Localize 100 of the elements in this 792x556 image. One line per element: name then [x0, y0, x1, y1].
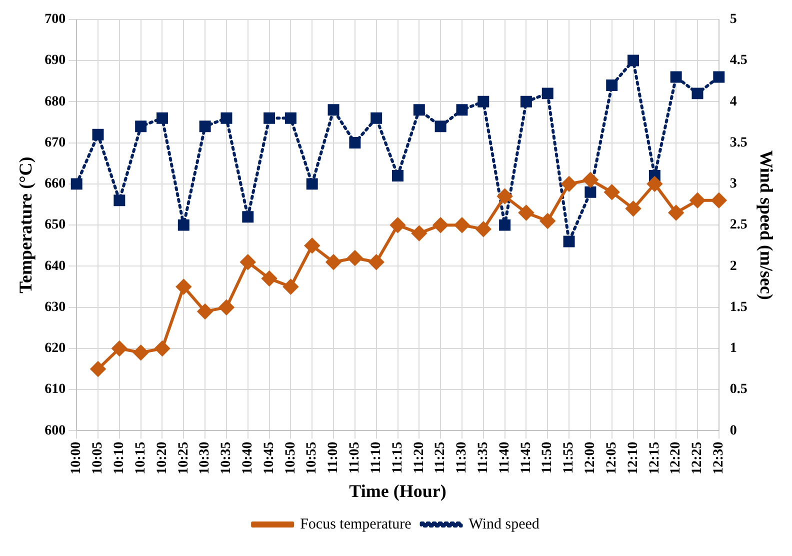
y-tick-label: 690 [44, 53, 66, 68]
y2-tick-label: 1.5 [730, 300, 748, 315]
point [240, 254, 256, 270]
y2-tick-label: 2 [730, 258, 737, 274]
y-tick-label: 640 [44, 258, 66, 274]
y2-tick-label: 4.5 [730, 53, 748, 68]
x-tick-label: 11:15 [390, 442, 406, 474]
x-tick-label: 12:10 [626, 442, 641, 474]
point [262, 271, 277, 286]
x-tick-label: 10:35 [219, 442, 234, 474]
point [326, 254, 342, 270]
x-tick-label: 11:50 [540, 442, 556, 474]
x-tick-label: 11:00 [326, 442, 342, 474]
y-tick-label: 630 [44, 300, 66, 315]
x-tick-label: 11:35 [476, 442, 491, 474]
point [264, 112, 276, 124]
point [497, 188, 512, 204]
point [368, 254, 384, 270]
x-tick-label: 11:45 [518, 442, 534, 474]
point [242, 211, 254, 223]
point [690, 192, 705, 208]
point [713, 71, 725, 83]
y2-tick-label: 5 [730, 12, 737, 28]
y2-axis-title: Wind speed (m/sec) [756, 150, 777, 300]
x-tick-label: 12:05 [604, 442, 620, 474]
x-tick-label: 11:40 [497, 442, 512, 474]
point [199, 120, 211, 132]
point [328, 104, 340, 116]
x-tick-label: 10:55 [304, 442, 320, 474]
point [626, 201, 641, 216]
point [156, 112, 168, 124]
point [220, 112, 232, 124]
x-tick-label: 12:15 [647, 442, 662, 474]
y-tick-label: 620 [44, 341, 66, 356]
point [582, 172, 598, 188]
point [478, 96, 490, 108]
point [306, 178, 318, 190]
point [349, 137, 361, 149]
point [413, 104, 425, 116]
x-axis-title: Time (Hour) [349, 480, 446, 501]
point [283, 279, 298, 294]
point [92, 128, 104, 140]
x-tick-label: 12:00 [583, 442, 598, 474]
x-tick-label: 10:20 [154, 442, 170, 474]
y2-tick-label: 2.5 [730, 218, 748, 233]
x-tick-label: 11:10 [368, 442, 384, 474]
point [499, 219, 511, 231]
y-tick-label: 680 [44, 94, 66, 110]
x-tick-label: 11:05 [348, 442, 363, 474]
x-tick-label: 10:30 [198, 442, 213, 474]
y-tick-label: 650 [44, 218, 66, 233]
point [562, 176, 577, 192]
x-tick-label: 11:20 [412, 442, 427, 474]
y-tick-label: 610 [44, 382, 66, 398]
point [392, 170, 404, 182]
point [135, 120, 147, 132]
x-tick-label: 10:40 [240, 442, 256, 474]
x-tick-label: 12:20 [668, 442, 684, 474]
point [133, 345, 148, 360]
legend-label: Wind speed [468, 516, 540, 532]
x-tick-label: 10:50 [283, 442, 298, 474]
x-tick-label: 10:10 [112, 442, 128, 474]
point [347, 250, 362, 266]
x-tick-label: 10:15 [133, 442, 148, 474]
y2-tick-label: 1 [730, 341, 737, 356]
point [178, 219, 190, 231]
point [433, 218, 448, 233]
y-tick-label: 660 [44, 176, 66, 192]
point [563, 236, 575, 248]
point [670, 71, 682, 83]
point [584, 186, 596, 198]
y2-tick-label: 3.5 [730, 135, 748, 150]
x-tick-label: 12:30 [712, 442, 727, 474]
y2-tick-label: 3 [730, 176, 737, 192]
y-axis-title: Temperature (°C) [15, 156, 36, 294]
point [176, 279, 192, 294]
x-tick-label: 11:30 [454, 442, 470, 474]
point [370, 112, 382, 124]
point [304, 238, 320, 254]
point [70, 178, 82, 190]
point [284, 112, 296, 124]
y-tick-label: 600 [44, 423, 66, 438]
point [198, 304, 213, 319]
y2-tick-label: 0 [730, 423, 737, 438]
x-tick-label: 10:00 [69, 442, 84, 474]
x-tick-label: 11:55 [562, 442, 577, 474]
point [606, 79, 618, 91]
point [154, 340, 170, 356]
point [390, 218, 406, 233]
x-tick-label: 11:25 [433, 442, 448, 474]
y-tick-label: 700 [44, 12, 66, 28]
point [218, 300, 234, 315]
y-tick-label: 670 [44, 135, 66, 150]
point [542, 88, 554, 100]
x-tick-label: 10:05 [90, 442, 106, 474]
point [114, 194, 126, 206]
point [434, 120, 446, 132]
point [711, 192, 726, 208]
point [628, 54, 640, 66]
point [647, 176, 662, 192]
